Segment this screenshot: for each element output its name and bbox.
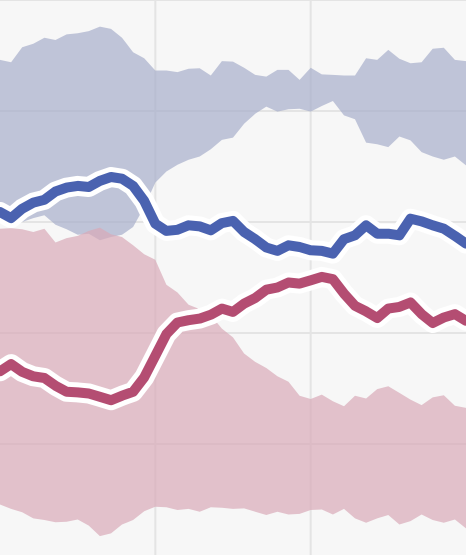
band-series-2 <box>0 227 466 537</box>
line-series-1 <box>0 172 466 259</box>
line-series-2 <box>0 271 466 406</box>
lines <box>0 167 466 411</box>
